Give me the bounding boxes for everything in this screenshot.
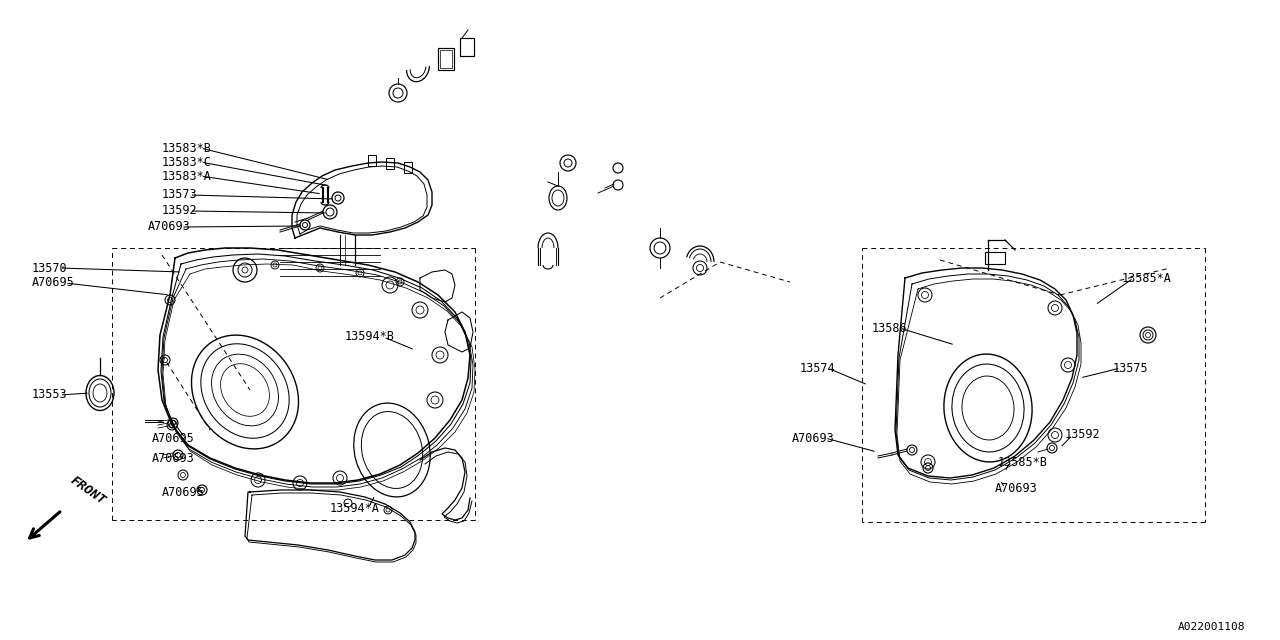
Text: 13573: 13573 [163,189,197,202]
Text: 13592: 13592 [163,205,197,218]
Text: FRONT: FRONT [68,474,109,507]
Text: A70693: A70693 [792,431,835,445]
Text: A70693: A70693 [152,451,195,465]
Text: 13583*C: 13583*C [163,156,212,168]
Text: 13594*B: 13594*B [346,330,394,344]
Text: 13575: 13575 [1112,362,1148,374]
Text: A70695: A70695 [32,276,74,289]
Text: 13553: 13553 [32,388,68,401]
Text: 13594*A: 13594*A [330,502,380,515]
Text: 13585*A: 13585*A [1123,271,1172,285]
Text: 13583*B: 13583*B [163,141,212,154]
Text: 13592: 13592 [1065,429,1100,442]
Text: 13570: 13570 [32,262,68,275]
Text: 13574: 13574 [800,362,836,374]
Text: A70695: A70695 [163,486,205,499]
Text: 13585*B: 13585*B [998,456,1048,468]
Text: 13583*A: 13583*A [163,170,212,182]
Text: A70695: A70695 [152,431,195,445]
Text: A022001108: A022001108 [1178,622,1245,632]
Text: A70693: A70693 [148,221,191,234]
Text: 13586: 13586 [872,321,908,335]
Text: A70693: A70693 [996,481,1038,495]
